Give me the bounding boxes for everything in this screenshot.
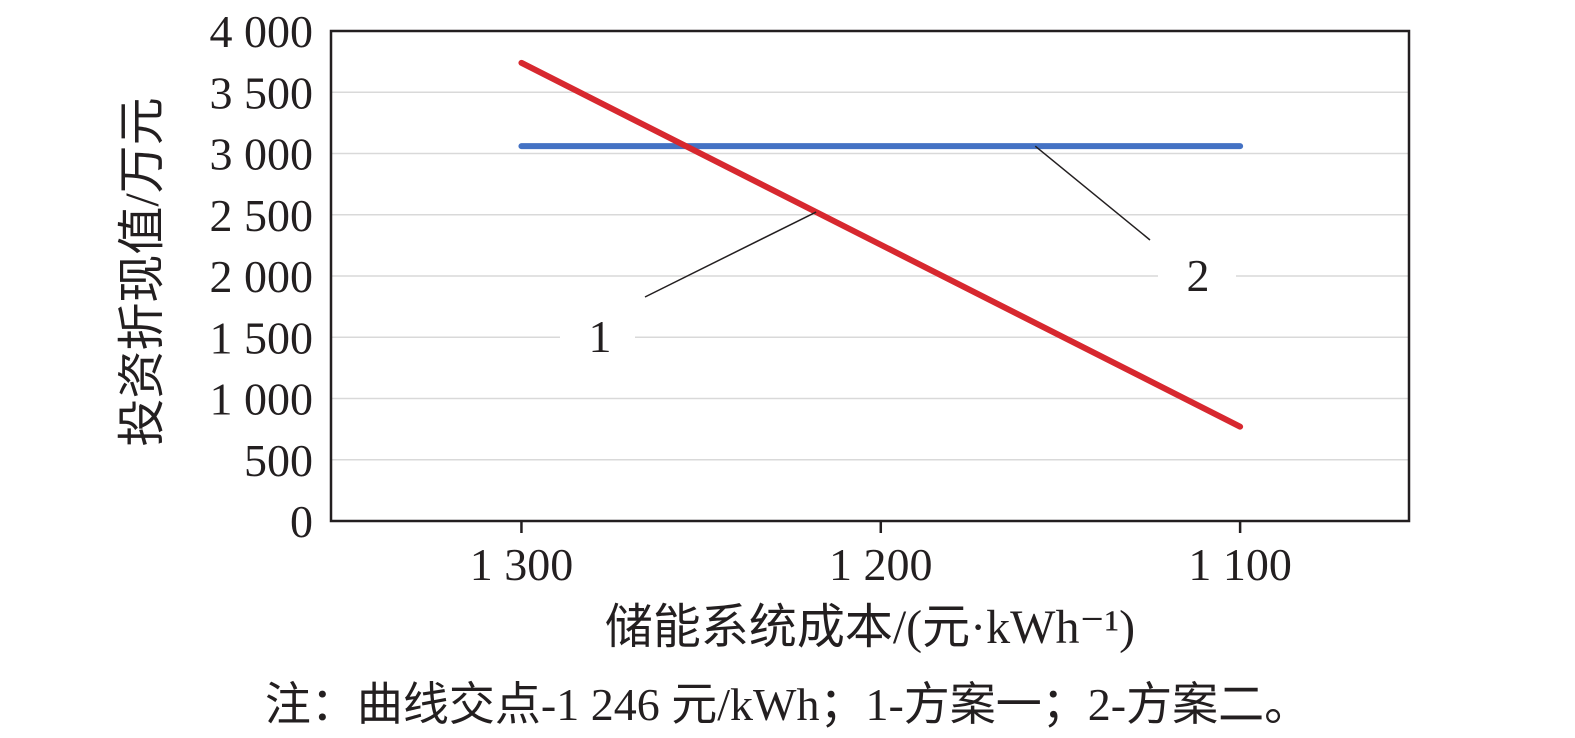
plot-area-frame: [329, 29, 1411, 523]
y-tick-label: 1 500: [210, 312, 314, 363]
y-axis-title: 投资折现值/万元: [116, 97, 169, 446]
x-axis-ticks: 1 300 1 200 1 100: [470, 521, 1292, 590]
y-tick-label: 3 500: [210, 67, 314, 118]
y-tick-label: 500: [244, 435, 313, 486]
y-tick-label: 2 500: [210, 190, 314, 241]
y-tick-label: 2 000: [210, 251, 314, 302]
series-lines: [518, 59, 1244, 430]
y-tick-label: 4 000: [210, 6, 314, 57]
y-tick-label: 1 000: [210, 374, 314, 425]
x-tick-label: 1 100: [1188, 539, 1292, 590]
series-label-2: 2: [1187, 250, 1210, 301]
y-tick-label: 3 000: [210, 129, 314, 180]
series-label-1: 1: [589, 311, 612, 362]
series-leader-lines: 12: [560, 145, 1236, 372]
x-axis-title: 储能系统成本/(元·kWh⁻¹): [605, 601, 1135, 654]
x-tick-label: 1 300: [470, 539, 574, 590]
label-background-2: [1158, 240, 1236, 312]
figure-note: 注：曲线交点-1 246 元/kWh；1-方案一；2-方案二。: [264, 679, 1311, 730]
leader-line-1: [644, 211, 817, 298]
series-line-1: [518, 59, 1244, 430]
leader-line-2: [1034, 145, 1151, 241]
y-tick-label: 0: [290, 496, 313, 547]
label-background-1: [560, 300, 635, 372]
x-tick-label: 1 200: [829, 539, 933, 590]
y-axis-tick-labels: 0 500 1 000 1 500 2 000 2 500 3 000 3 500 4 000: [210, 6, 314, 547]
grid-lines: [331, 91, 1409, 461]
